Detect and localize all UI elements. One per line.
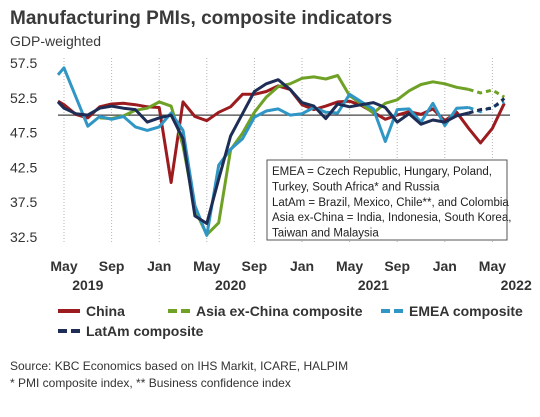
x-tick-label: May <box>336 258 363 274</box>
chart-subtitle: GDP-weighted <box>10 33 102 49</box>
y-tick-label: 37.5 <box>10 194 37 210</box>
note-box-frame <box>266 159 508 241</box>
x-tick-label: Sep <box>384 258 410 274</box>
y-tick-label: 42.5 <box>10 159 37 175</box>
legend: China Asia ex-China composite EMEA composi… <box>58 303 523 339</box>
x-tick-label: Sep <box>99 258 125 274</box>
note-line: EMEA = Czech Republic, Hungary, Poland, <box>272 166 492 178</box>
legend-label-1: Asia ex-China composite <box>196 303 363 319</box>
y-tick-label: 57.5 <box>10 55 37 71</box>
note-line: LatAm = Brazil, Mexico, Chile**, and Col… <box>272 197 509 209</box>
x-tick-label: May <box>193 258 220 274</box>
x-tick-label: Jan <box>290 258 314 274</box>
series-line-3 <box>56 78 469 225</box>
x-tick-label: Sep <box>242 258 268 274</box>
legend-label-2: EMEA composite <box>409 303 523 319</box>
y-tick-label: 52.5 <box>10 90 37 106</box>
series-line-2 <box>56 66 469 237</box>
source-line: Source: KBC Economics based on IHS Marki… <box>10 359 349 373</box>
x-axis: May 2019 Sep Jan May 2020 Sep Jan May 2021 Sep Jan M… <box>50 258 532 293</box>
x-year-label: 2021 <box>358 277 389 293</box>
source-footnote: Source: KBC Economics based on IHS Marki… <box>10 358 348 392</box>
x-tick-label: May <box>479 258 506 274</box>
x-tick-label: Jan <box>433 258 457 274</box>
note-line: Asia ex-China = India, Indonesia, South … <box>272 212 511 224</box>
x-year-label: 2020 <box>215 277 246 293</box>
series-line-dashed-3 <box>468 97 506 115</box>
series-lines <box>56 66 506 237</box>
note-box: EMEA = Czech Republic, Hungary, Poland, T… <box>266 159 511 241</box>
y-tick-label: 32.5 <box>10 229 37 245</box>
chart-title: Manufacturing PMIs, composite indicators <box>10 8 393 29</box>
note-line: Taiwan and Malaysia <box>272 228 379 240</box>
y-axis: 57.5 52.5 47.5 42.5 37.5 32.5 <box>10 55 37 245</box>
x-year-label: 2022 <box>501 277 532 293</box>
x-tick-label: Jan <box>147 258 171 274</box>
y-tick-label: 47.5 <box>10 125 37 141</box>
x-gridlines <box>63 58 493 244</box>
note-line: Turkey, South Africa* and Russia <box>272 181 440 193</box>
legend-label-0: China <box>86 303 125 319</box>
legend-label-3: LatAm composite <box>86 323 204 339</box>
series-line-dashed-1 <box>468 87 506 99</box>
x-tick-label: May <box>50 258 77 274</box>
footnote-line: * PMI composite index, ** Business confi… <box>10 376 291 390</box>
x-year-label: 2019 <box>72 277 103 293</box>
